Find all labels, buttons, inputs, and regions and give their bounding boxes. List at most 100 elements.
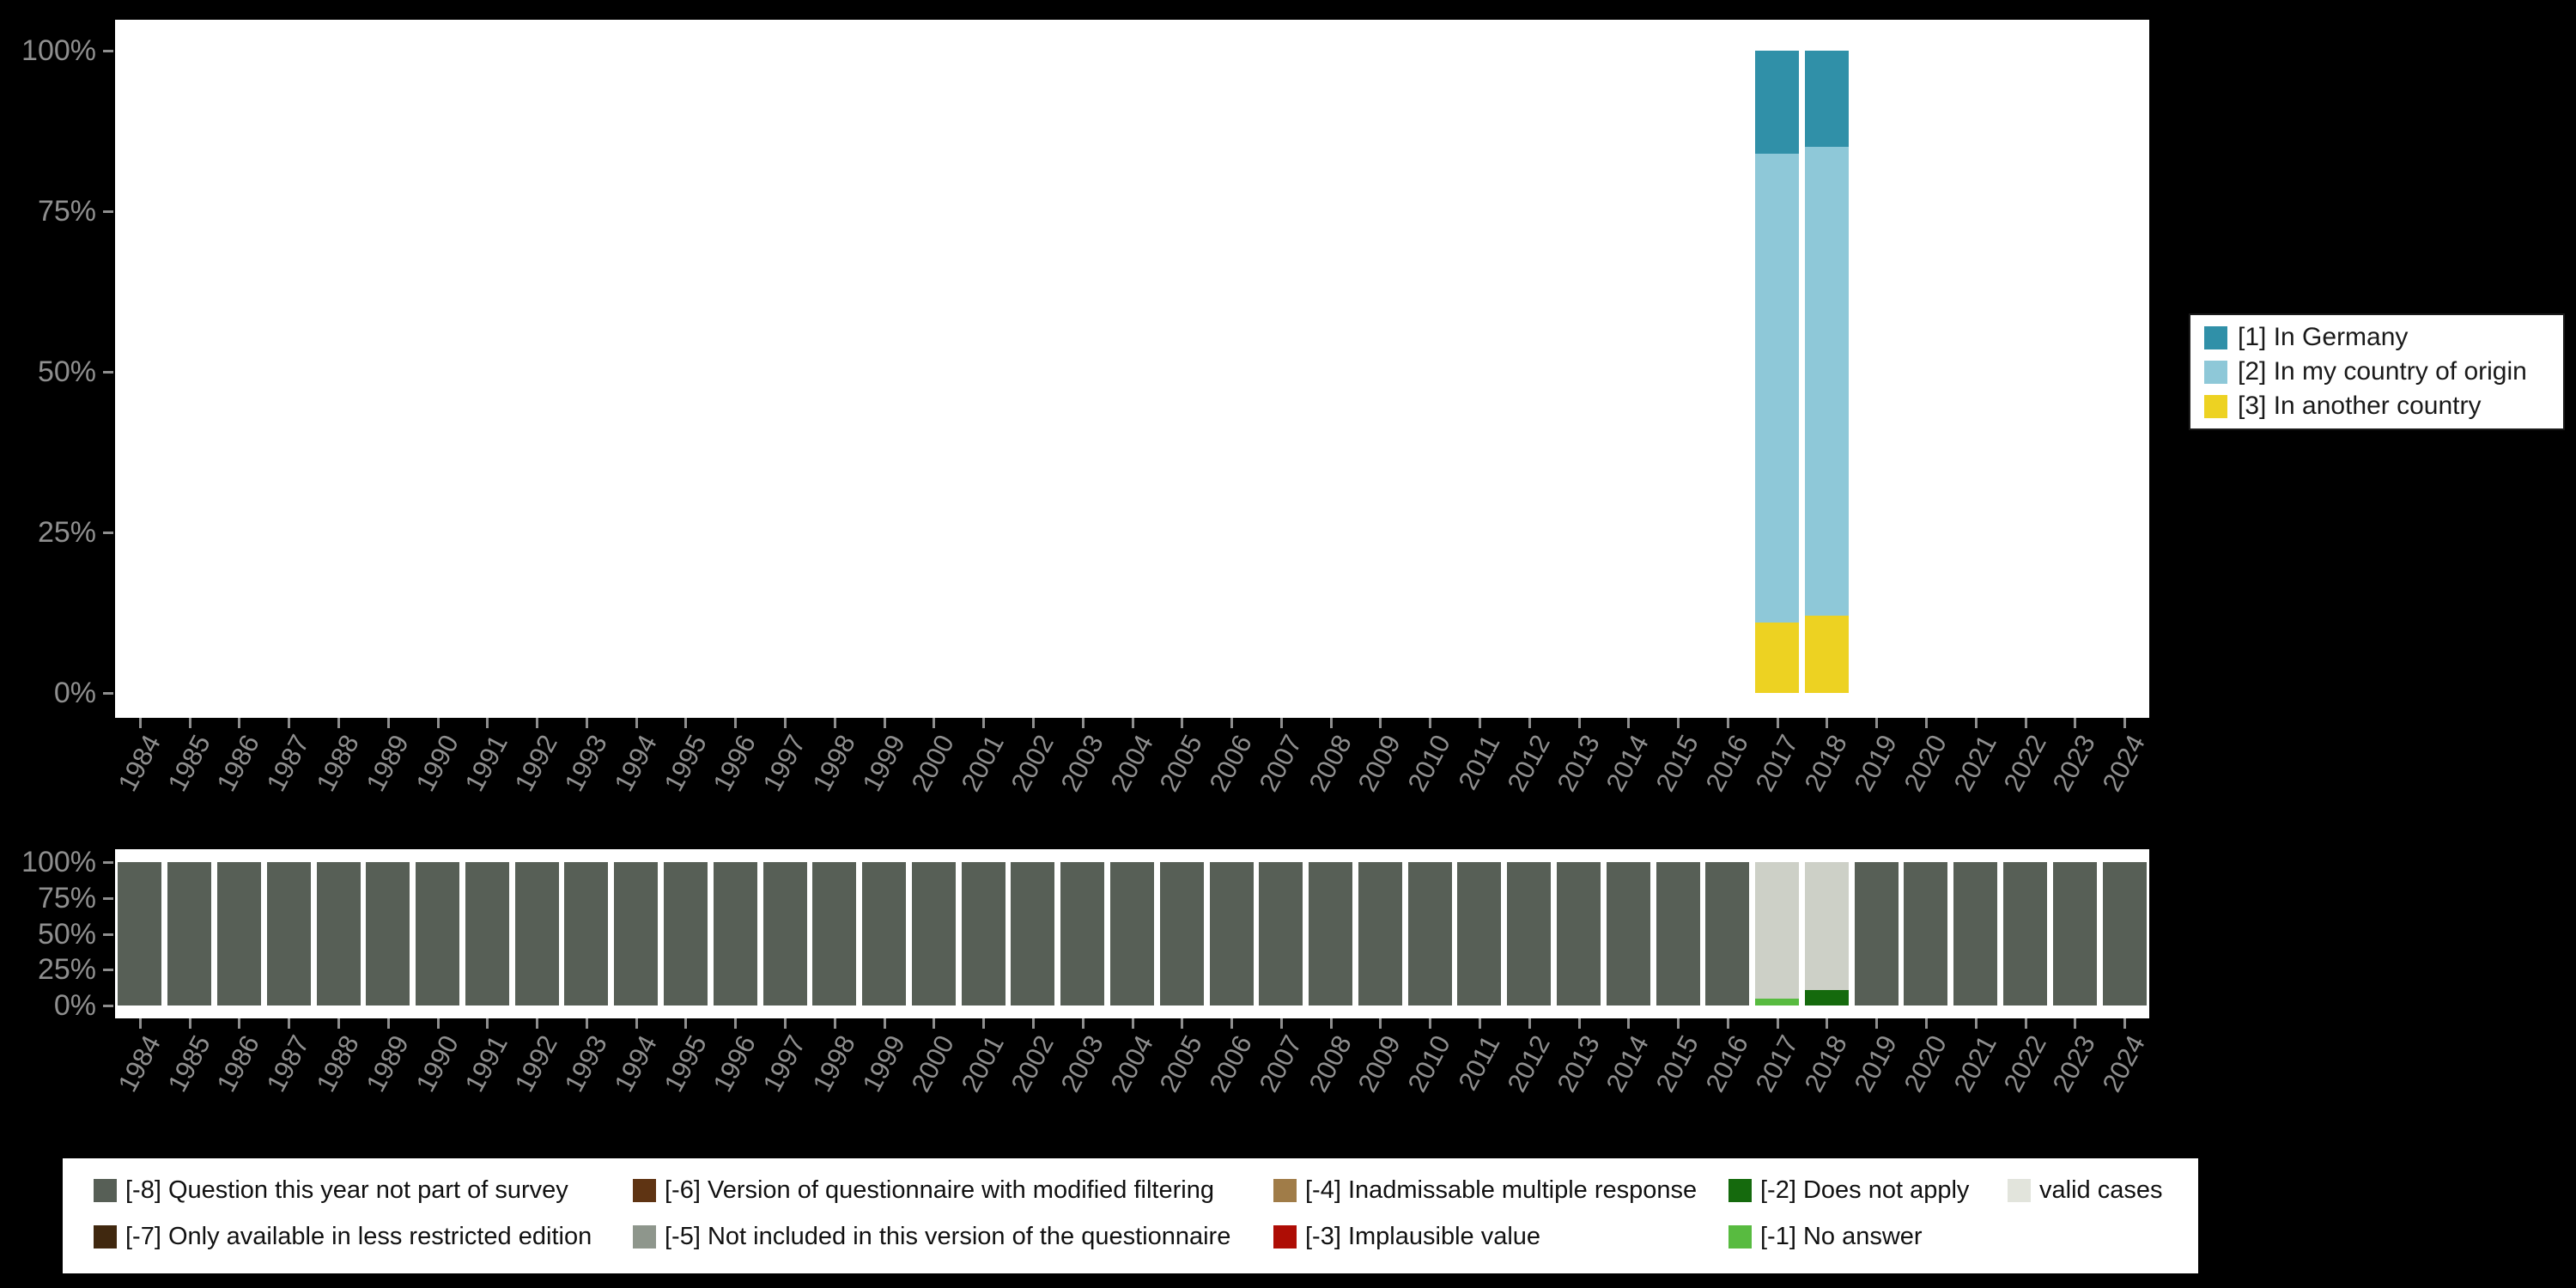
x-tick-label-text: 1992	[508, 730, 564, 797]
x-tick-mark	[1875, 718, 1879, 728]
x-tick-mark	[1974, 718, 1978, 728]
x-tick-label-text: 1995	[658, 1030, 713, 1097]
y-tick-mark	[103, 1005, 113, 1007]
x-tick-label-text: 2007	[1253, 1030, 1308, 1097]
bar-segment-8-question-this-year-not-part-of-survey	[1457, 862, 1502, 1005]
legend-label: [-3] Implausible value	[1305, 1222, 1541, 1250]
x-tick-mark	[1776, 1018, 1779, 1029]
y-tick-mark	[103, 532, 113, 534]
bar-segment-8-question-this-year-not-part-of-survey	[1557, 862, 1601, 1005]
x-tick-label-text: 1993	[558, 1030, 613, 1097]
x-tick-mark	[1726, 1018, 1729, 1029]
legend-item-3-in-another-country: [3] In another country	[2204, 392, 2549, 421]
legend-swatch	[2008, 1178, 2031, 1202]
x-tick-label-text: 2021	[1947, 1030, 2002, 1097]
x-tick-mark	[1924, 718, 1928, 728]
x-tick-mark	[1230, 1018, 1234, 1029]
x-tick-mark	[536, 718, 539, 728]
x-tick-label-text: 2018	[1799, 730, 1854, 797]
legend-item-8-question-this-year-not-part-of-survey: [-8] Question this year not part of surv…	[94, 1176, 568, 1204]
bar-segment-8-question-this-year-not-part-of-survey	[514, 862, 559, 1005]
x-tick-label-text: 1996	[707, 730, 762, 797]
x-tick-label-text: 2024	[2096, 1030, 2152, 1097]
x-tick-mark	[684, 1018, 688, 1029]
bar-segment-3-in-another-country	[1804, 616, 1849, 693]
x-tick-label-text: 2000	[905, 730, 961, 797]
x-tick-mark	[2074, 1018, 2077, 1029]
bar-segment-1-in-germany	[1755, 51, 1800, 154]
x-tick-label-text: 2014	[1600, 1030, 1656, 1097]
x-tick-label-text: 1989	[360, 730, 415, 797]
bar-segment-8-question-this-year-not-part-of-survey	[713, 862, 757, 1005]
legend-swatch	[94, 1178, 117, 1202]
x-tick-mark	[1776, 718, 1779, 728]
x-tick-mark	[1379, 1018, 1382, 1029]
x-tick-label-text: 2000	[905, 1030, 961, 1097]
legend-label: [1] In Germany	[2238, 323, 2409, 351]
x-tick-mark	[1677, 1018, 1680, 1029]
legend-swatch	[633, 1178, 656, 1202]
x-tick-label-text: 1999	[856, 730, 911, 797]
x-tick-mark	[138, 718, 142, 728]
x-tick-mark	[188, 718, 191, 728]
x-tick-mark	[1329, 718, 1333, 728]
x-tick-mark	[1031, 718, 1035, 728]
x-tick-mark	[883, 1018, 886, 1029]
x-tick-mark	[288, 1018, 291, 1029]
bar-segment-3-in-another-country	[1755, 622, 1800, 693]
x-tick-label-text: 1997	[756, 1030, 811, 1097]
x-tick-label-text: 2015	[1649, 730, 1704, 797]
x-tick-label-text: 1992	[508, 1030, 564, 1097]
x-tick-mark	[2074, 718, 2077, 728]
legend-swatch	[2204, 325, 2227, 349]
x-tick-label-text: 2009	[1352, 730, 1407, 797]
x-tick-mark	[1329, 1018, 1333, 1029]
bar-segment-8-question-this-year-not-part-of-survey	[762, 862, 807, 1005]
x-tick-label-text: 2023	[2046, 730, 2102, 797]
legend-label: [-1] No answer	[1760, 1222, 1923, 1250]
bar-segment-8-question-this-year-not-part-of-survey	[465, 862, 509, 1005]
legend-item-6-version-of-questionnaire-with-modified-filtering: [-6] Version of questionnaire with modif…	[633, 1176, 1214, 1204]
bar-segment-8-question-this-year-not-part-of-survey	[266, 862, 311, 1005]
bar-segment-valid-cases	[1755, 862, 1800, 999]
x-tick-mark	[833, 1018, 836, 1029]
x-tick-mark	[734, 1018, 738, 1029]
x-tick-label-text: 2024	[2096, 730, 2152, 797]
x-tick-label-text: 2013	[1551, 1030, 1606, 1097]
x-tick-mark	[1181, 718, 1184, 728]
x-tick-label-text: 1988	[310, 730, 365, 797]
x-tick-label-text: 2007	[1253, 730, 1308, 797]
x-tick-label-text: 1984	[112, 730, 167, 797]
x-tick-label-text: 1991	[459, 1030, 514, 1097]
x-tick-mark	[486, 1018, 489, 1029]
x-tick-mark	[486, 718, 489, 728]
x-tick-mark	[1429, 1018, 1432, 1029]
x-tick-label-text: 1987	[260, 1030, 316, 1097]
x-tick-mark	[833, 718, 836, 728]
x-tick-label-text: 1996	[707, 1030, 762, 1097]
x-tick-label-text: 2001	[955, 1030, 1011, 1097]
x-tick-mark	[883, 718, 886, 728]
x-tick-mark	[2123, 718, 2127, 728]
x-tick-label-text: 2016	[1699, 1030, 1754, 1097]
x-tick-label-text: 2021	[1947, 730, 2002, 797]
bar-segment-8-question-this-year-not-part-of-survey	[1507, 862, 1552, 1005]
legend-swatch	[1273, 1224, 1297, 1249]
bar-segment-8-question-this-year-not-part-of-survey	[2102, 862, 2147, 1005]
y-tick-mark	[103, 969, 113, 972]
bar-segment-8-question-this-year-not-part-of-survey	[961, 862, 1005, 1005]
bar-segment-8-question-this-year-not-part-of-survey	[614, 862, 659, 1005]
legend-swatch	[1728, 1224, 1752, 1249]
x-tick-mark	[1429, 718, 1432, 728]
x-tick-label-text: 2017	[1749, 730, 1804, 797]
bar-segment-8-question-this-year-not-part-of-survey	[862, 862, 907, 1005]
x-tick-label-text: 2008	[1303, 1030, 1358, 1097]
x-tick-mark	[1031, 1018, 1035, 1029]
bar-segment-8-question-this-year-not-part-of-survey	[911, 862, 956, 1005]
x-tick-label-text: 2002	[1005, 1030, 1060, 1097]
bar-segment-8-question-this-year-not-part-of-survey	[366, 862, 410, 1005]
bar-segment-8-question-this-year-not-part-of-survey	[216, 862, 261, 1005]
bar-segment-8-question-this-year-not-part-of-survey	[167, 862, 212, 1005]
x-tick-label-text: 2023	[2046, 1030, 2102, 1097]
x-tick-label-text: 2004	[1104, 730, 1159, 797]
